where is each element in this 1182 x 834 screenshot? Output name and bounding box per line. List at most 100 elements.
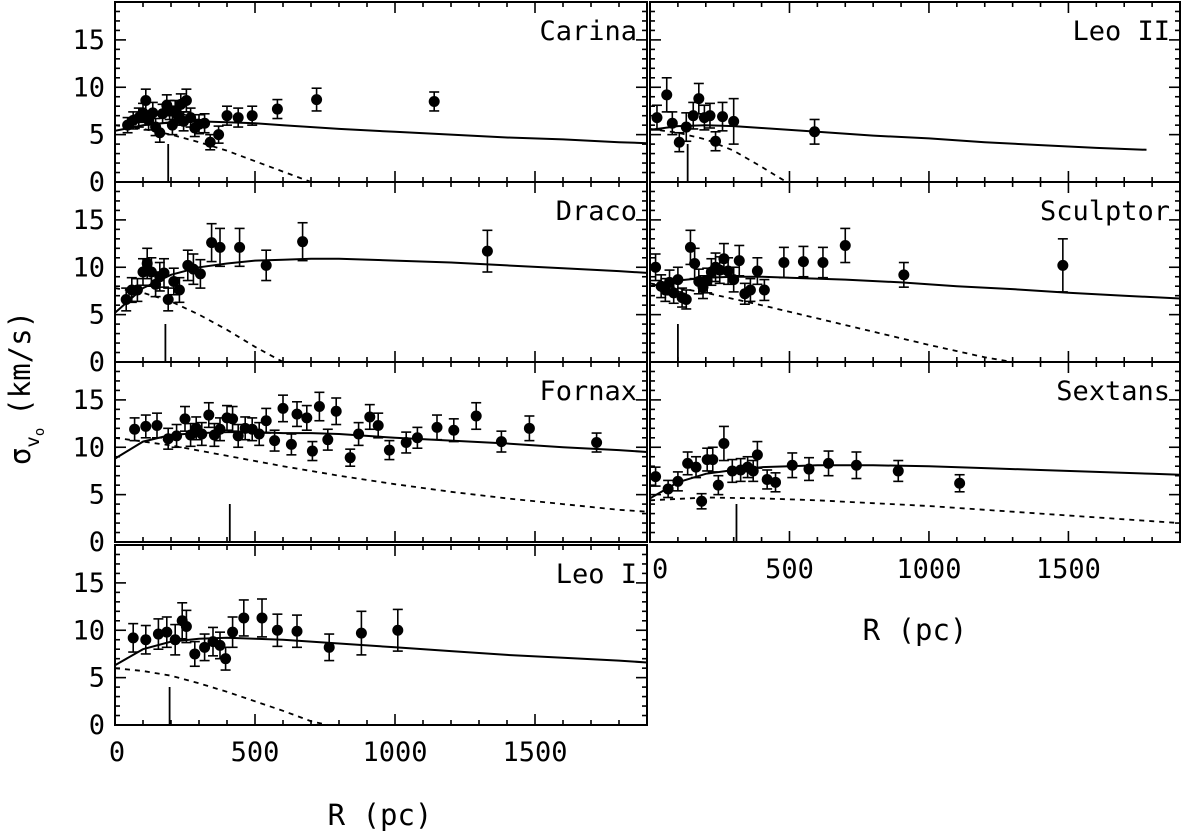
data-point [162, 293, 174, 305]
data-point [712, 479, 724, 491]
y-tick-label: 0 [89, 347, 105, 378]
data-point [213, 129, 225, 141]
data-point [260, 259, 272, 271]
panel-frame [114, 544, 648, 726]
data-point [140, 95, 152, 107]
dashed-model-curve [649, 496, 1181, 524]
data-point [129, 423, 141, 435]
data-point [650, 471, 662, 483]
model-curve [114, 257, 648, 314]
data-point [154, 127, 166, 139]
data-point [196, 428, 208, 440]
data-point [666, 117, 678, 129]
data-point [839, 239, 851, 251]
data-point [355, 627, 367, 639]
data-point [227, 413, 239, 425]
y-tick-label: 10 [72, 252, 105, 283]
data-point [672, 274, 684, 286]
data-point [151, 419, 163, 431]
dashed-model-curve [649, 282, 1013, 363]
data-point [778, 257, 790, 269]
data-point [722, 265, 734, 277]
data-point [823, 457, 835, 469]
data-point [892, 465, 904, 477]
data-point [797, 256, 809, 268]
data-point [591, 437, 603, 449]
data-point [687, 110, 699, 122]
data-point [120, 293, 132, 305]
x-axis-label-right: R (pc) [863, 613, 968, 647]
y-tick-label: 15 [72, 205, 105, 236]
data-point [751, 449, 763, 461]
data-point [166, 119, 178, 131]
data-point [141, 257, 153, 269]
panel-draco: 0 5 10 15 Draco [72, 181, 648, 378]
data-point [809, 126, 821, 138]
data-point [140, 634, 152, 646]
data-point [761, 473, 773, 485]
data-point [152, 628, 164, 640]
data-point [203, 409, 215, 421]
data-point [330, 405, 342, 417]
panel-frame [649, 361, 1181, 543]
data-point [523, 422, 535, 434]
data-point [672, 475, 684, 487]
panel-sculptor: Sculptor [649, 181, 1181, 363]
data-point [693, 93, 705, 105]
data-point [728, 274, 740, 286]
data-point [431, 421, 443, 433]
data-point [277, 402, 289, 414]
data-point [786, 459, 798, 471]
data-point [171, 430, 183, 442]
data-point [770, 476, 782, 488]
dashed-model-curve [114, 287, 284, 363]
model-curve [649, 124, 1147, 151]
data-point [214, 423, 226, 435]
x-tick-label: 0 [109, 737, 125, 768]
dashed-model-curve [114, 124, 312, 183]
data-point [850, 459, 862, 471]
y-tick-label: 15 [72, 25, 105, 56]
y-axis-label-subscript: v [22, 436, 44, 447]
panel-title: Draco [556, 196, 637, 227]
y-tick-label: 10 [72, 432, 105, 463]
data-point [271, 624, 283, 636]
x-tick-label: 500 [765, 554, 814, 585]
data-point [214, 241, 226, 253]
panel-title: Sculptor [1040, 196, 1170, 227]
data-point [131, 284, 143, 296]
data-point [301, 412, 313, 424]
x-tick-label: 1500 [502, 737, 567, 768]
data-point [481, 245, 493, 257]
x-tick-label: 0 [652, 554, 668, 585]
data-point [690, 461, 702, 473]
data-point [353, 428, 365, 440]
data-point [650, 261, 662, 273]
data-point [173, 284, 185, 296]
data-point [199, 117, 211, 129]
data-point [470, 410, 482, 422]
data-point [704, 110, 716, 122]
data-point [147, 107, 159, 119]
panel-leo-i: 0 5 10 15 0 500 1000 1500 Leo I [72, 544, 648, 768]
data-point [168, 275, 180, 287]
y-tick-label: 0 [89, 527, 105, 558]
y-axis-label-symbol: σ [3, 448, 37, 465]
data-point [428, 95, 440, 107]
y-axis-label-subsubscript: o [32, 428, 48, 436]
dashed-model-curve [114, 667, 328, 726]
data-point [364, 411, 376, 423]
data-point [221, 110, 233, 122]
data-point [256, 612, 268, 624]
data-point [744, 284, 756, 296]
y-tick-label: 10 [72, 72, 105, 103]
panel-title: Carina [539, 16, 637, 47]
data-point [673, 136, 685, 148]
data-point [232, 112, 244, 124]
data-point [169, 634, 181, 646]
data-point [701, 275, 713, 287]
data-point [662, 483, 674, 495]
data-point [1057, 259, 1069, 271]
data-point [253, 428, 265, 440]
data-point [714, 264, 726, 276]
